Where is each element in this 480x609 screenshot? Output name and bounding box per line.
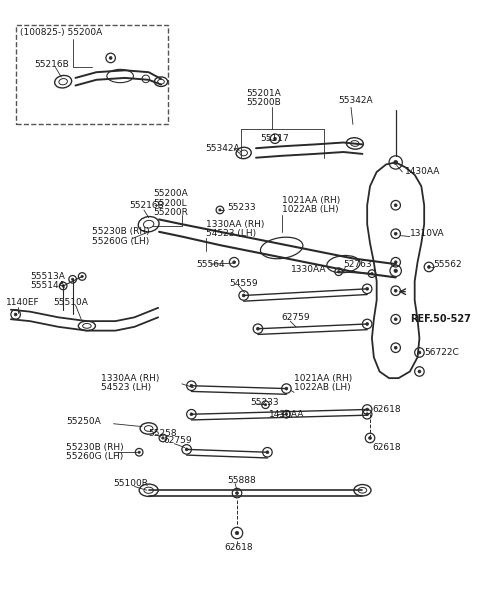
Circle shape: [81, 275, 84, 278]
Circle shape: [366, 323, 369, 325]
Circle shape: [242, 294, 245, 297]
Text: 55513A: 55513A: [30, 272, 65, 281]
Circle shape: [219, 209, 221, 211]
Text: 1022AB (LH): 1022AB (LH): [282, 205, 338, 214]
Text: 55888: 55888: [228, 476, 256, 485]
Circle shape: [138, 451, 140, 453]
Text: 55117: 55117: [260, 134, 288, 143]
Text: 1021AA (RH): 1021AA (RH): [282, 196, 340, 205]
Circle shape: [418, 370, 421, 373]
Circle shape: [285, 387, 288, 390]
Text: 55510A: 55510A: [54, 298, 88, 306]
Circle shape: [366, 287, 369, 290]
Text: 55200A: 55200A: [154, 189, 188, 199]
Circle shape: [285, 413, 288, 415]
Circle shape: [428, 266, 431, 269]
Text: 55564: 55564: [196, 259, 225, 269]
Text: 1330AA (RH): 1330AA (RH): [205, 220, 264, 229]
Circle shape: [418, 351, 421, 354]
Text: 55100R: 55100R: [113, 479, 148, 488]
Circle shape: [394, 269, 397, 272]
Text: 62618: 62618: [372, 405, 400, 414]
Text: 55562: 55562: [434, 259, 462, 269]
Circle shape: [14, 313, 17, 316]
Circle shape: [369, 437, 372, 440]
Circle shape: [394, 232, 397, 235]
Text: 1430AA: 1430AA: [269, 410, 305, 419]
Text: 52763: 52763: [343, 259, 372, 269]
Text: 55260G (LH): 55260G (LH): [66, 452, 123, 462]
Circle shape: [394, 261, 397, 264]
Text: 54523 (LH): 54523 (LH): [205, 229, 256, 238]
Circle shape: [62, 285, 64, 287]
Text: 1140EF: 1140EF: [6, 298, 40, 306]
Text: 55200R: 55200R: [154, 208, 188, 217]
Text: 55200L: 55200L: [154, 199, 187, 208]
Circle shape: [235, 531, 239, 535]
Text: 1310VA: 1310VA: [410, 229, 444, 238]
Text: 1021AA (RH): 1021AA (RH): [294, 374, 352, 382]
Circle shape: [233, 261, 236, 264]
Text: 1330AA (RH): 1330AA (RH): [101, 374, 159, 382]
Text: 55342A: 55342A: [205, 144, 240, 153]
Text: 62759: 62759: [282, 313, 310, 322]
Text: 55216B: 55216B: [130, 201, 165, 209]
Circle shape: [366, 413, 369, 416]
Text: 62759: 62759: [163, 436, 192, 445]
Text: 54523 (LH): 54523 (LH): [101, 383, 151, 392]
Text: 54559: 54559: [229, 279, 258, 287]
Circle shape: [185, 448, 188, 451]
Text: 1330AA: 1330AA: [291, 266, 327, 274]
Text: (100825-) 55200A: (100825-) 55200A: [20, 28, 103, 37]
Text: 55233: 55233: [228, 203, 256, 211]
Circle shape: [264, 404, 267, 406]
Text: 1430AA: 1430AA: [405, 167, 441, 177]
Text: 55200B: 55200B: [247, 98, 281, 107]
Circle shape: [274, 137, 276, 140]
Circle shape: [256, 327, 259, 330]
Circle shape: [394, 347, 397, 349]
Circle shape: [337, 270, 340, 273]
Text: 55342A: 55342A: [339, 96, 373, 105]
Circle shape: [190, 384, 193, 387]
Text: 62618: 62618: [225, 543, 253, 552]
Circle shape: [109, 57, 112, 59]
Circle shape: [236, 491, 239, 495]
Circle shape: [371, 272, 373, 275]
Text: 55258: 55258: [149, 429, 177, 438]
Text: 55201A: 55201A: [247, 88, 281, 97]
Circle shape: [366, 408, 369, 411]
Text: 62618: 62618: [372, 443, 400, 452]
Text: 55216B: 55216B: [35, 60, 70, 69]
Text: 55233: 55233: [250, 398, 279, 407]
Text: 55250A: 55250A: [66, 417, 101, 426]
Text: 55230B (RH): 55230B (RH): [92, 227, 149, 236]
Circle shape: [190, 413, 193, 416]
Circle shape: [394, 160, 397, 164]
Circle shape: [72, 278, 74, 281]
Text: 55514A: 55514A: [30, 281, 65, 290]
Text: 1022AB (LH): 1022AB (LH): [294, 383, 351, 392]
Circle shape: [162, 437, 164, 439]
Circle shape: [266, 451, 269, 454]
Circle shape: [394, 318, 397, 321]
Text: REF.50-527: REF.50-527: [410, 314, 471, 324]
Text: 56722C: 56722C: [424, 348, 459, 357]
Circle shape: [394, 289, 397, 292]
Text: 55230B (RH): 55230B (RH): [66, 443, 124, 452]
Text: 55260G (LH): 55260G (LH): [92, 237, 149, 246]
Circle shape: [394, 204, 397, 206]
